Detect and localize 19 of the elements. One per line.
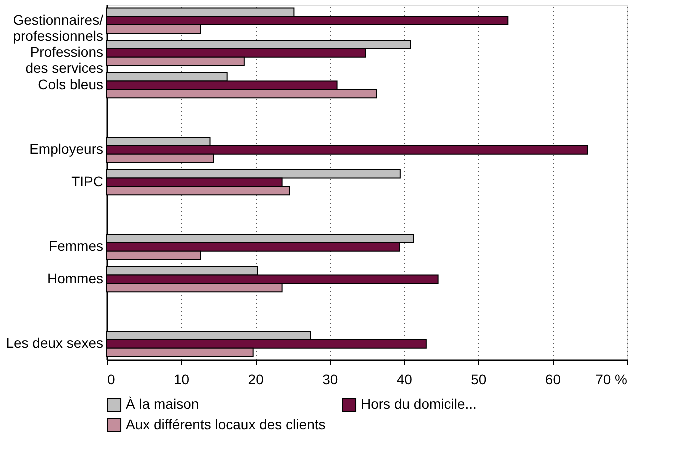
y-tick-label: Cols bleus [38, 76, 104, 93]
x-tick-label: 40 [396, 372, 413, 388]
y-tick-label: Gestionnaires/ professionnels [13, 12, 104, 44]
x-tick-label: 70 % [596, 372, 628, 388]
x-tick-label: 20 [248, 372, 264, 388]
x-tick-label: 60 [545, 372, 562, 388]
y-tick-label: Employeurs [30, 141, 104, 158]
legend-label: À la maison [126, 396, 200, 412]
legend-label: Hors du domicile... [361, 396, 477, 412]
x-tick-label: 10 [174, 372, 190, 388]
x-tick-label: 30 [322, 372, 338, 388]
x-tick-label: 0 [108, 372, 116, 388]
legend-label: Aux différents locaux des clients [126, 416, 326, 432]
y-tick-label: Hommes [47, 270, 104, 286]
y-tick-label: Professions des services [26, 44, 104, 76]
x-tick-label: 50 [471, 372, 487, 388]
y-tick-label: Femmes [49, 238, 104, 254]
y-tick-label: Les deux sexes [6, 335, 104, 352]
y-tick-label: TIPC [72, 174, 104, 190]
